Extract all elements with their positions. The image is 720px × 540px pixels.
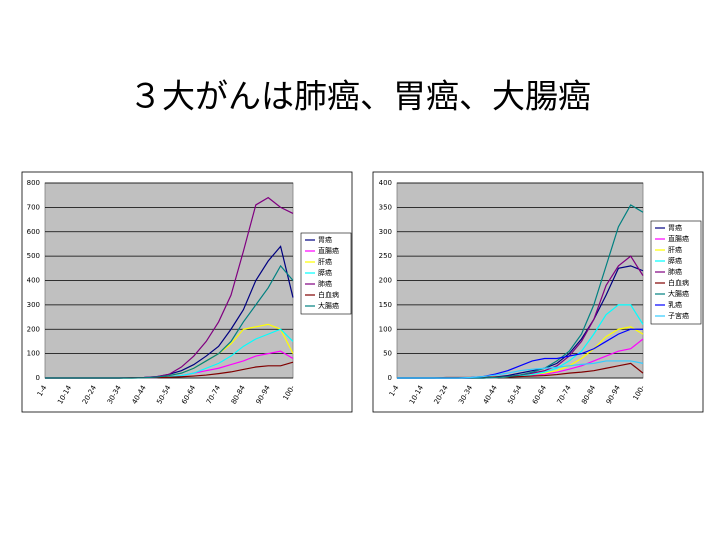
y-tick-label: 100 [379, 325, 392, 333]
y-tick-label: 100 [27, 350, 40, 358]
y-tick-label: 700 [27, 203, 40, 211]
y-tick-label: 0 [36, 374, 40, 382]
legend-label: 膵癌 [318, 268, 332, 277]
legend-label: 胃癌 [318, 235, 332, 244]
y-tick-label: 200 [27, 325, 40, 333]
legend-label: 大腸癌 [668, 289, 689, 298]
series-line [45, 264, 294, 379]
y-tick-label: 300 [379, 228, 392, 236]
slide-title: ３大がんは肺癌、胃癌、大腸癌 [129, 77, 591, 116]
y-tick-label: 250 [379, 252, 392, 260]
y-tick-label: 400 [27, 277, 40, 285]
y-tick-label: 300 [27, 301, 40, 309]
legend-label: 肝癌 [668, 245, 682, 254]
y-tick-label: 400 [379, 179, 392, 187]
y-tick-label: 0 [388, 374, 392, 382]
legend-label: 大腸癌 [318, 301, 339, 310]
legend-label: 肺癌 [668, 267, 682, 276]
y-tick-label: 600 [27, 228, 40, 236]
legend-label: 肝癌 [318, 257, 332, 266]
legend-label: 胃癌 [668, 223, 682, 232]
legend-label: 白血病 [318, 290, 339, 299]
y-tick-label: 350 [379, 203, 392, 211]
y-tick-label: 800 [27, 179, 40, 187]
legend-label: 白血病 [668, 278, 689, 287]
y-tick-label: 500 [27, 252, 40, 260]
y-tick-label: 200 [379, 277, 392, 285]
y-tick-label: 50 [383, 350, 392, 358]
legend-label: 乳癌 [668, 300, 682, 309]
y-tick-label: 150 [379, 301, 392, 309]
legend-label: 膵癌 [668, 256, 682, 265]
legend-label: 直腸癌 [668, 234, 689, 243]
legend-frame [300, 232, 352, 315]
legend-frame [650, 220, 702, 325]
legend-label: 子宮癌 [668, 311, 689, 320]
series-line [397, 360, 644, 379]
legend-label: 直腸癌 [318, 246, 339, 255]
legend-label: 肺癌 [318, 279, 332, 288]
